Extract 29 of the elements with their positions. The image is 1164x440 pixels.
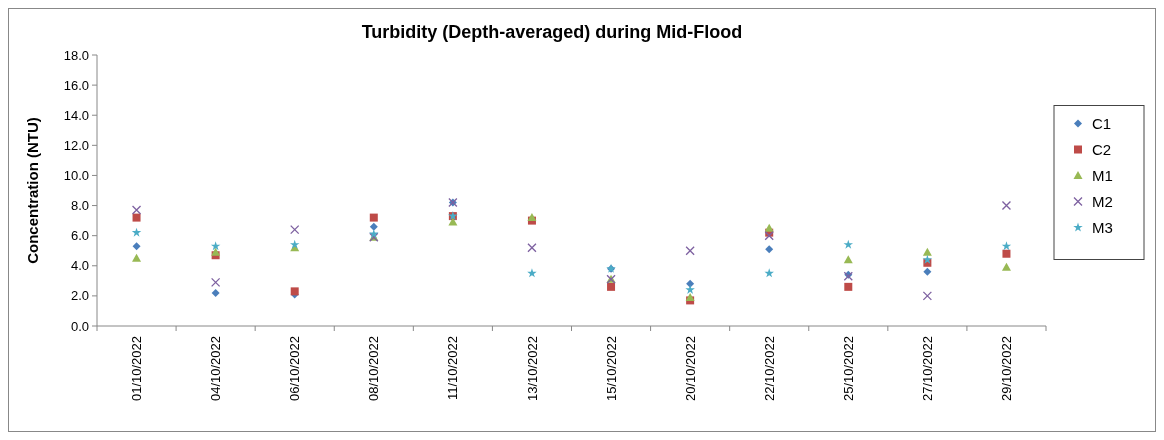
y-tick-label: 18.0 (63, 47, 89, 63)
legend-label: M3 (1092, 218, 1113, 236)
x-tick-label: 20/10/2022 (682, 336, 698, 402)
x-tick-label: 13/10/2022 (524, 336, 540, 402)
legend-label: M1 (1092, 166, 1113, 184)
y-tick-label: 16.0 (63, 77, 89, 93)
legend-label: M2 (1092, 192, 1113, 210)
x-tick-label: 15/10/2022 (603, 336, 619, 402)
x-tick-label: 06/10/2022 (287, 336, 303, 402)
y-tick-label: 6.0 (70, 228, 89, 244)
x-tick-label: 11/10/2022 (445, 336, 461, 401)
y-tick-label: 8.0 (70, 198, 89, 214)
y-axis-title: Concentration (NTU) (24, 117, 41, 264)
legend-label: C2 (1092, 140, 1112, 158)
x-tick-label: 25/10/2022 (840, 336, 856, 402)
y-tick-label: 14.0 (63, 107, 89, 123)
chart-title: Turbidity (Depth-averaged) during Mid-Flood (361, 22, 743, 42)
y-tick-label: 0.0 (70, 318, 89, 334)
legend-label: C1 (1092, 114, 1112, 132)
x-tick-label: 01/10/2022 (129, 336, 145, 402)
y-tick-label: 2.0 (70, 288, 89, 304)
y-tick-label: 4.0 (70, 258, 89, 274)
x-tick-label: 27/10/2022 (919, 336, 935, 402)
x-tick-label: 22/10/2022 (761, 336, 777, 402)
x-tick-label: 04/10/2022 (208, 336, 224, 402)
y-tick-label: 12.0 (63, 137, 89, 153)
x-tick-label: 29/10/2022 (999, 336, 1015, 402)
x-tick-label: 08/10/2022 (366, 336, 382, 402)
y-tick-label: 10.0 (63, 167, 89, 183)
